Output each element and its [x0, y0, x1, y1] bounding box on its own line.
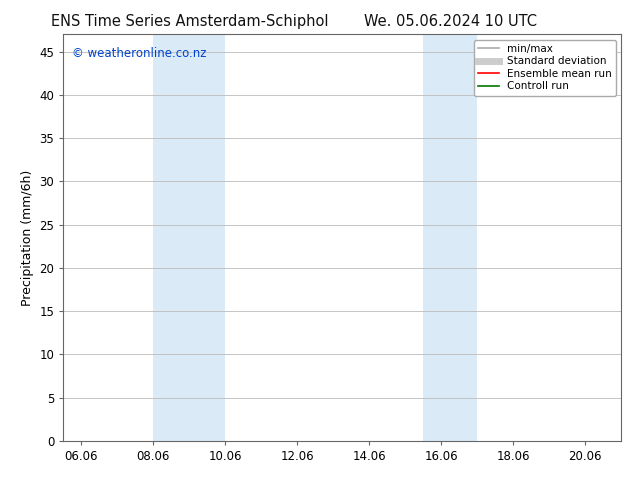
Text: We. 05.06.2024 10 UTC: We. 05.06.2024 10 UTC — [364, 14, 536, 29]
Y-axis label: Precipitation (mm/6h): Precipitation (mm/6h) — [21, 170, 34, 306]
Text: © weatheronline.co.nz: © weatheronline.co.nz — [72, 47, 206, 59]
Legend: min/max, Standard deviation, Ensemble mean run, Controll run: min/max, Standard deviation, Ensemble me… — [474, 40, 616, 96]
Bar — [153, 34, 225, 441]
Bar — [424, 34, 477, 441]
Text: ENS Time Series Amsterdam-Schiphol: ENS Time Series Amsterdam-Schiphol — [51, 14, 329, 29]
